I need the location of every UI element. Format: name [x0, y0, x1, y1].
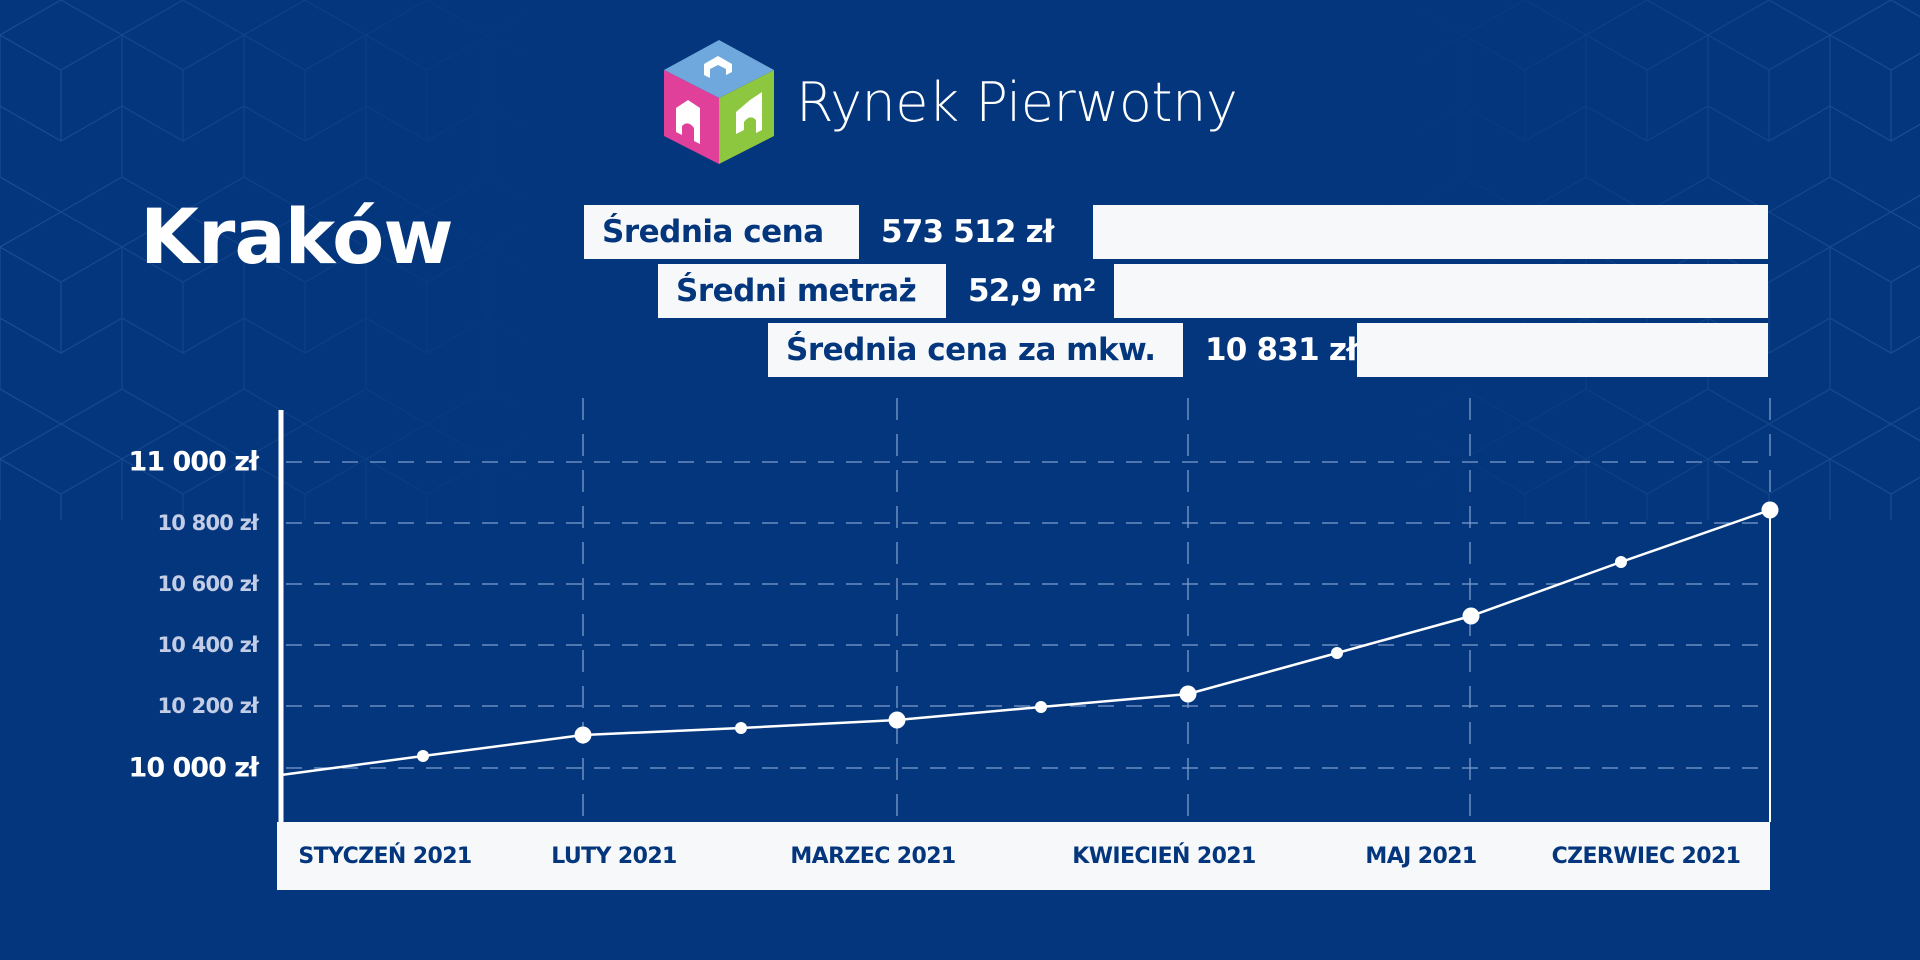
y-tick-label: 11 000 zł [128, 446, 259, 478]
stat-price-per-sqm: Średnia cena za mkw. 10 831 zł [768, 323, 1768, 377]
x-tick-label: STYCZEŃ 2021 [298, 844, 472, 869]
brand-name: Rynek Pierwotny [796, 70, 1238, 134]
y-tick-label: 10 800 zł [157, 511, 259, 535]
y-tick-label: 10 600 zł [157, 572, 259, 596]
stat-average-area: Średni metraż 52,9 m² [658, 264, 1768, 318]
stat-value: 573 512 zł [881, 214, 1054, 250]
brand-logo: Rynek Pierwotny [660, 38, 1238, 166]
x-tick-label: MAJ 2021 [1365, 844, 1477, 869]
x-tick-label: KWIECIEŃ 2021 [1072, 844, 1256, 869]
stat-value: 10 831 zł [1205, 332, 1358, 368]
horizontal-gridlines [286, 461, 1768, 769]
y-tick-label: 10 000 zł [128, 752, 259, 784]
stat-label: Średni metraż [658, 264, 946, 318]
x-tick-label: MARZEC 2021 [790, 844, 956, 869]
stat-bar [1357, 323, 1768, 377]
city-title: Kraków [140, 192, 454, 281]
price-line [280, 508, 1771, 777]
stat-bar [1093, 205, 1768, 259]
y-tick-label: 10 200 zł [157, 694, 259, 718]
stat-label: Średnia cena za mkw. [768, 323, 1183, 377]
x-axis-band [277, 822, 1770, 890]
stat-label: Średnia cena [584, 205, 859, 259]
x-tick-label: CZERWIEC 2021 [1551, 844, 1741, 869]
y-tick-label: 10 400 zł [157, 633, 259, 657]
data-points [417, 501, 1779, 762]
stat-average-price: Średnia cena 573 512 zł [584, 205, 1768, 259]
cube-logo-icon [664, 40, 774, 164]
stat-value: 52,9 m² [968, 273, 1096, 309]
vertical-gridlines [582, 398, 1771, 822]
x-tick-label: LUTY 2021 [551, 844, 677, 869]
stat-bar [1114, 264, 1768, 318]
